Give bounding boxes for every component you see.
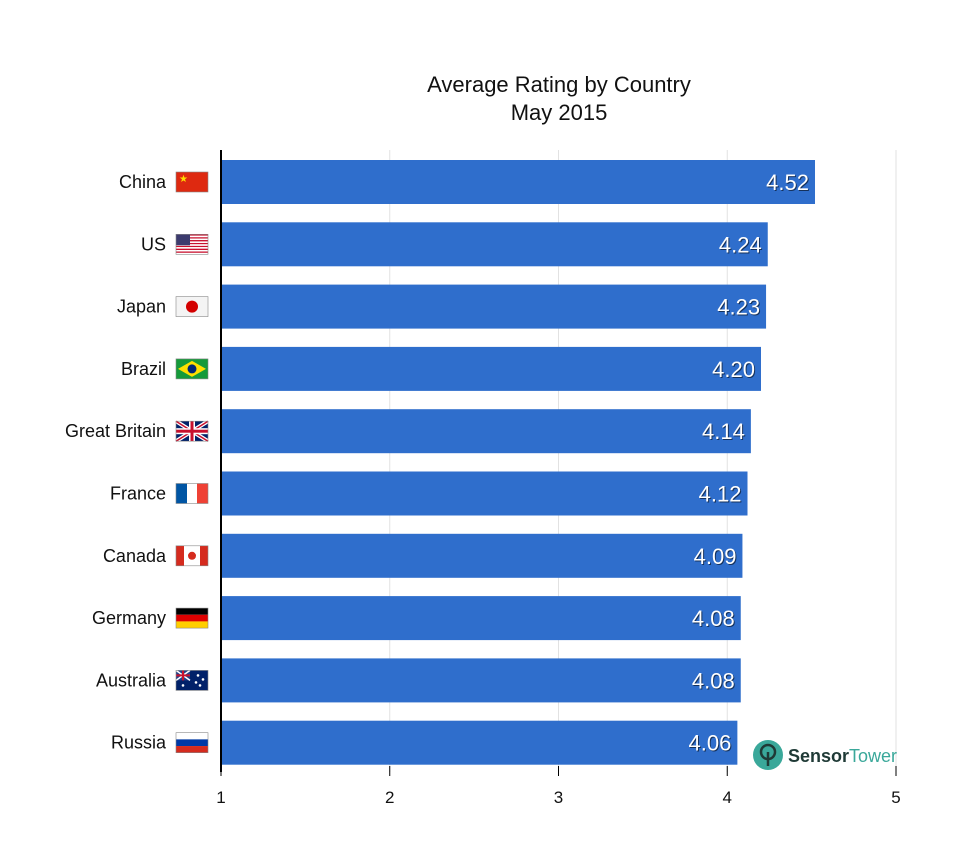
category-label: China: [119, 172, 167, 192]
category-label: Japan: [117, 297, 166, 317]
x-tick-label: 4: [723, 788, 732, 807]
value-label: 4.20: [712, 357, 755, 382]
us-flag-icon: [175, 234, 209, 255]
brazil-flag-icon: [175, 358, 209, 380]
category-label: Russia: [111, 733, 167, 753]
value-label-shadow: 4.14: [703, 420, 746, 445]
bar-canada: [221, 533, 743, 578]
china-flag-icon: ★: [175, 171, 209, 193]
bar-great-britain: [221, 409, 751, 454]
x-tick-label: 2: [385, 788, 394, 807]
value-label: 4.24: [719, 232, 762, 257]
value-label-shadow: 4.06: [690, 732, 733, 757]
australia-flag-icon: [175, 669, 209, 691]
category-label: Germany: [92, 608, 166, 628]
logo-text-sensor: Sensor: [788, 746, 849, 766]
japan-flag-icon: [175, 296, 209, 317]
bar-japan: [221, 284, 767, 329]
russia-flag-icon: [175, 732, 209, 754]
bar-australia: [221, 658, 741, 703]
bar-us: [221, 222, 768, 267]
flags: ★: [174, 171, 210, 754]
svg-text:★: ★: [179, 174, 188, 185]
bar-france: [221, 471, 748, 516]
value-label-shadow: 4.12: [700, 483, 743, 508]
category-label: Australia: [96, 670, 167, 690]
value-label: 4.52: [766, 170, 809, 195]
svg-text:SensorTower: SensorTower: [788, 746, 897, 766]
category-label: US: [141, 234, 166, 254]
chart-subtitle: May 2015: [511, 100, 608, 125]
value-label-shadow: 4.08: [693, 669, 736, 694]
bar-brazil: [221, 346, 761, 391]
value-label: 4.06: [689, 731, 732, 756]
logo-text-tower: Tower: [849, 746, 897, 766]
x-tick-label: 5: [891, 788, 900, 807]
france-flag-icon: [175, 483, 209, 504]
x-tick-label: 1: [216, 788, 225, 807]
value-label: 4.12: [699, 482, 742, 507]
germany-flag-icon: [175, 607, 209, 629]
value-label: 4.23: [717, 295, 760, 320]
value-label: 4.08: [692, 668, 735, 693]
bars: 4.524.524.244.244.234.234.204.204.144.14…: [221, 160, 815, 765]
bar-russia: [221, 720, 738, 765]
x-axis-ticks: 1 2 3 4 5: [216, 766, 901, 807]
value-label: 4.14: [702, 419, 745, 444]
value-label-shadow: 4.09: [695, 545, 738, 570]
category-label: Great Britain: [65, 421, 166, 441]
great-britain-flag-icon: [174, 419, 210, 443]
value-label: 4.08: [692, 606, 735, 631]
category-label: France: [110, 484, 166, 504]
chart-title: Average Rating by Country: [427, 72, 691, 97]
x-tick-label: 3: [554, 788, 563, 807]
value-label-shadow: 4.08: [693, 607, 736, 632]
bar-germany: [221, 596, 741, 641]
value-label-shadow: 4.52: [767, 171, 810, 196]
bar-china: [221, 160, 815, 204]
category-labels: China US Japan Brazil Great Britain France Can…: [65, 172, 167, 753]
category-label: Canada: [103, 546, 167, 566]
value-label-shadow: 4.20: [713, 358, 756, 383]
sensor-tower-logo: SensorTower: [753, 740, 897, 770]
value-label: 4.09: [694, 544, 737, 569]
value-label-shadow: 4.23: [718, 296, 761, 321]
canada-flag-icon: [175, 545, 209, 567]
category-label: Brazil: [121, 359, 166, 379]
value-label-shadow: 4.24: [720, 233, 763, 258]
